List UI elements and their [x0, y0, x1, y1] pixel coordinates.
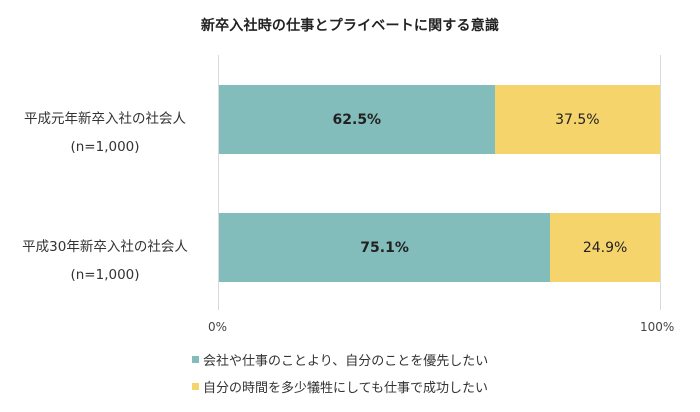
category-label-2: 平成30年新卒入社の社会人 (n=1,000) — [0, 233, 210, 289]
bar-segment-succeed-at-work: 24.9% — [550, 213, 660, 282]
category-sample-size: (n=1,000) — [70, 267, 140, 283]
legend-label: 自分の時間を多少犠牲にしても仕事で成功したい — [203, 381, 488, 396]
axis-line-0 — [218, 55, 219, 310]
axis-line-100 — [660, 55, 661, 310]
data-label: 75.1% — [360, 239, 409, 256]
chart-title: 新卒入社時の仕事とプライベートに関する意識 — [200, 18, 500, 34]
legend-item-2: 自分の時間を多少犠牲にしても仕事で成功したい — [192, 377, 488, 396]
bar-segment-succeed-at-work: 37.5% — [494, 85, 660, 154]
legend-swatch-teal — [192, 356, 199, 363]
category-label-1: 平成元年新卒入社の社会人 (n=1,000) — [0, 105, 210, 161]
data-label: 62.5% — [332, 111, 382, 128]
legend-swatch-yellow — [192, 383, 199, 390]
bar-segment-prioritize-self: 62.5% — [219, 85, 495, 154]
bar-segment-prioritize-self: 75.1% — [219, 213, 551, 282]
x-tick-0: 0% — [208, 320, 228, 334]
category-sample-size: (n=1,000) — [70, 139, 140, 155]
category-name: 平成元年新卒入社の社会人 — [24, 111, 186, 127]
x-tick-100: 100% — [640, 320, 675, 334]
legend-item-1: 会社や仕事のことより、自分のことを優先したい — [192, 350, 488, 369]
bar-row-2: 75.1% 24.9% — [219, 213, 660, 282]
data-label: 37.5% — [555, 111, 600, 128]
bar-row-1: 62.5% 37.5% — [219, 85, 660, 154]
data-label: 24.9% — [582, 239, 628, 256]
category-name: 平成30年新卒入社の社会人 — [22, 239, 188, 255]
legend-label: 会社や仕事のことより、自分のことを優先したい — [203, 354, 489, 369]
